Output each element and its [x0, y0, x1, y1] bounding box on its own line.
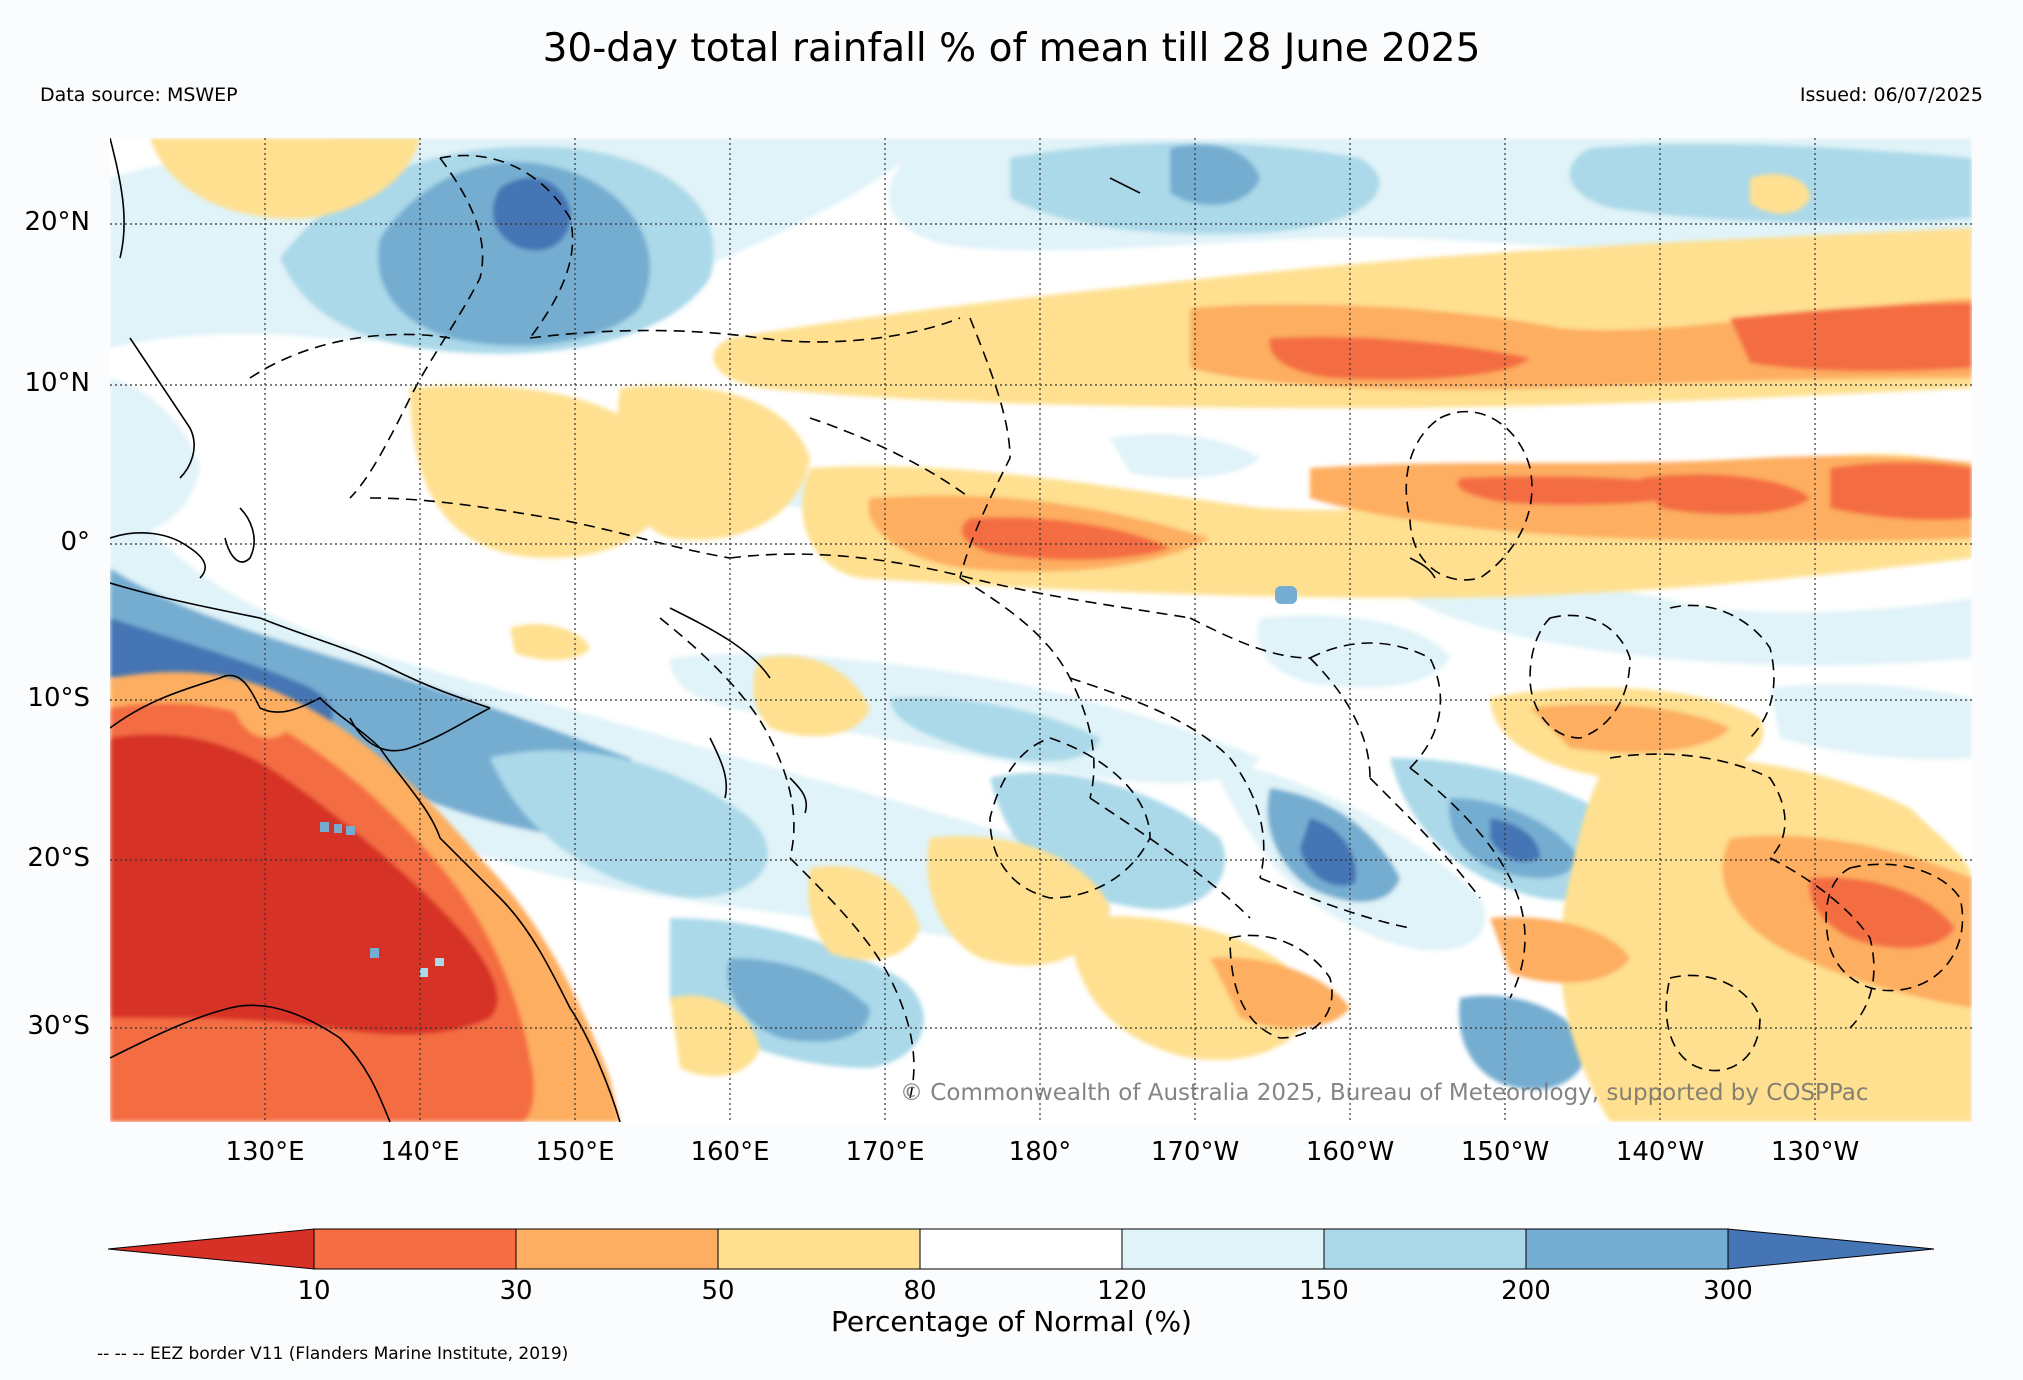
- copyright-notice: © Commonwealth of Australia 2025, Bureau…: [900, 1080, 1869, 1106]
- lon-label-180: 180°: [1008, 1137, 1072, 1167]
- colorbar-bin: [717, 1228, 921, 1270]
- lat-label-10s: 10°S: [27, 683, 90, 713]
- colorbar-tick-80: 80: [903, 1276, 937, 1306]
- colorbar-tick-120: 120: [1097, 1276, 1147, 1306]
- colorbar-tick-50: 50: [701, 1276, 735, 1306]
- colorbar-label: Percentage of Normal (%): [831, 1305, 1192, 1338]
- patch-details: [320, 586, 1297, 977]
- colorbar-tick-200: 200: [1501, 1276, 1551, 1306]
- colorbar-bin: [1121, 1228, 1325, 1270]
- colorbar-bin: [1323, 1228, 1527, 1270]
- lon-label-170e: 170°E: [845, 1137, 925, 1167]
- lon-label-170w: 170°W: [1150, 1137, 1240, 1167]
- colorbar-extend-low: [108, 1228, 315, 1270]
- colorbar-bin: [1525, 1228, 1729, 1270]
- lon-label-140e: 140°E: [380, 1137, 460, 1167]
- lat-label-equator: 0°: [60, 527, 90, 557]
- rainfall-map: [110, 138, 1972, 1122]
- eez-border-note: -- -- -- EEZ border V11 (Flanders Marine…: [97, 1344, 569, 1364]
- map-title: 30-day total rainfall % of mean till 28 …: [542, 26, 1481, 71]
- lon-label-140w: 140°W: [1615, 1137, 1705, 1167]
- colorbar-tick-30: 30: [499, 1276, 533, 1306]
- lat-label-10n: 10°N: [24, 368, 90, 398]
- colorbar-extend-high: [1727, 1228, 1934, 1270]
- colorbar-tick-300: 300: [1703, 1276, 1753, 1306]
- colorbar-tick-150: 150: [1299, 1276, 1349, 1306]
- lat-label-30s: 30°S: [27, 1011, 90, 1041]
- lon-label-150e: 150°E: [535, 1137, 615, 1167]
- lon-label-150w: 150°W: [1460, 1137, 1550, 1167]
- colorbar-bin: [515, 1228, 719, 1270]
- eez-borders: [249, 154, 1964, 1099]
- coastlines: [110, 138, 1436, 1122]
- colorbar-tick-10: 10: [297, 1276, 331, 1306]
- colorbar-bin: [313, 1228, 517, 1270]
- issued-date-label: Issued: 06/07/2025: [1799, 84, 1983, 106]
- lon-label-130w: 130°W: [1770, 1137, 1860, 1167]
- dry-anomaly-regions: [110, 138, 1972, 1122]
- lat-label-20n: 20°N: [24, 207, 90, 237]
- colorbar: [108, 1228, 1934, 1270]
- lat-label-20s: 20°S: [27, 843, 90, 873]
- lon-label-160w: 160°W: [1305, 1137, 1395, 1167]
- data-source-label: Data source: MSWEP: [40, 84, 238, 106]
- graticule: [110, 138, 1972, 1122]
- colorbar-bin: [919, 1228, 1123, 1270]
- lon-label-160e: 160°E: [690, 1137, 770, 1167]
- lon-label-130e: 130°E: [225, 1137, 305, 1167]
